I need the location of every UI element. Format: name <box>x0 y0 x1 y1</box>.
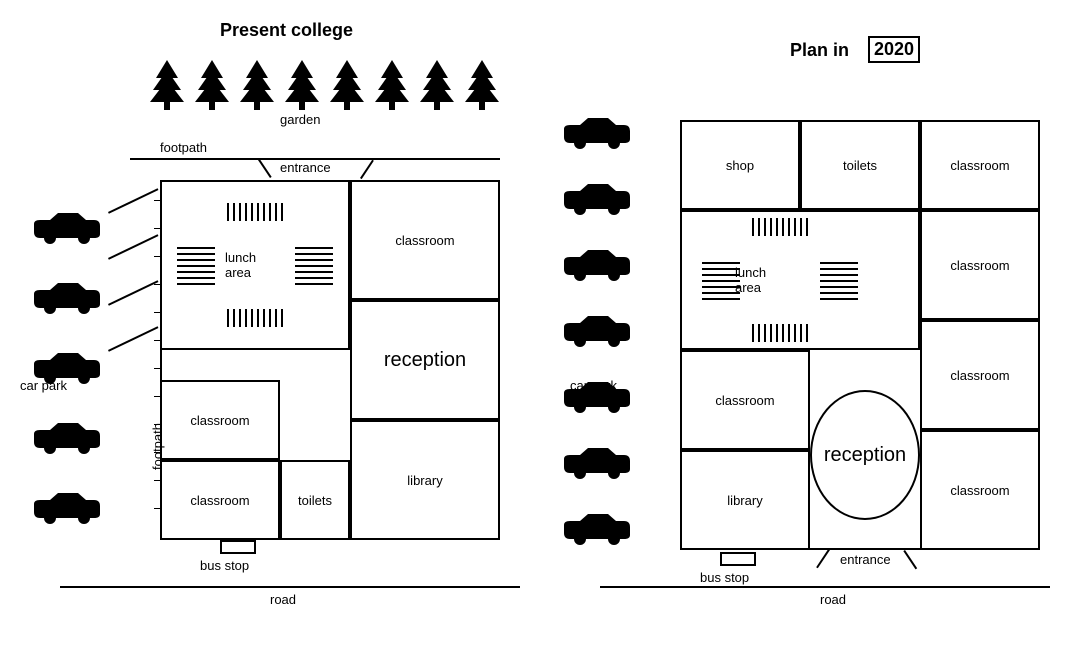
car-icon <box>30 490 102 526</box>
seating-hatch <box>295 245 333 285</box>
bus-stop-label-right: bus stop <box>700 570 749 585</box>
tree-icon <box>465 60 499 110</box>
classroom-r4: classroom <box>920 430 1040 550</box>
classroom-bot-left: classroom <box>160 460 280 540</box>
toilets-left: toilets <box>280 460 350 540</box>
car-icon <box>30 280 102 316</box>
road-label-right: road <box>820 592 846 607</box>
reception-right: reception <box>810 390 920 520</box>
road-line-left <box>60 586 520 588</box>
library-left: library <box>350 420 500 540</box>
bus-stop-icon <box>220 540 256 554</box>
reception-left: reception <box>350 300 500 420</box>
seating-hatch <box>752 218 808 236</box>
tree-icon <box>195 60 229 110</box>
car-park-label-right: car park <box>570 378 617 393</box>
classroom-mid-left: classroom <box>160 380 280 460</box>
right-title: Plan in <box>790 40 849 61</box>
car-icon <box>560 511 632 547</box>
diagram-stage: Present college garden footpath entrance lun… <box>0 0 1066 648</box>
road-label-left: road <box>270 592 296 607</box>
bus-stop-icon <box>720 552 756 566</box>
toilets-right: toilets <box>800 120 920 210</box>
car-icon <box>30 420 102 456</box>
car-icon <box>560 247 632 283</box>
year-box: 2020 <box>868 36 920 63</box>
classroom-r2: classroom <box>920 210 1040 320</box>
car-icon <box>560 313 632 349</box>
classroom-r3: classroom <box>920 320 1040 430</box>
library-right: library <box>680 450 810 550</box>
tree-icon <box>240 60 274 110</box>
classroom-top-right-left: classroom <box>350 180 500 300</box>
seating-hatch <box>820 260 858 300</box>
footpath-left-label: footpath <box>150 423 165 470</box>
tree-icon <box>330 60 364 110</box>
car-icon <box>30 210 102 246</box>
entrance-label-left: entrance <box>280 160 331 175</box>
lunch-area-label-left: lunch area <box>225 250 256 280</box>
footpath-top-label: footpath <box>160 140 207 155</box>
tree-icon <box>420 60 454 110</box>
car-icon <box>560 445 632 481</box>
seating-hatch <box>227 309 283 327</box>
road-line-right <box>600 586 1050 588</box>
seating-hatch <box>177 245 215 285</box>
car-icon <box>560 115 632 151</box>
classroom-mid-left-right: classroom <box>680 350 810 450</box>
left-title: Present college <box>220 20 353 41</box>
garden-label: garden <box>280 112 320 127</box>
shop-right: shop <box>680 120 800 210</box>
car-icon <box>560 181 632 217</box>
tree-icon <box>375 60 409 110</box>
seating-hatch <box>752 324 808 342</box>
entrance-label-right: entrance <box>840 552 891 567</box>
car-park-label-left: car park <box>20 378 67 393</box>
tree-icon <box>285 60 319 110</box>
seating-hatch <box>702 260 740 300</box>
bus-stop-label-left: bus stop <box>200 558 249 573</box>
classroom-top-right: classroom <box>920 120 1040 210</box>
tree-icon <box>150 60 184 110</box>
seating-hatch <box>227 203 283 221</box>
